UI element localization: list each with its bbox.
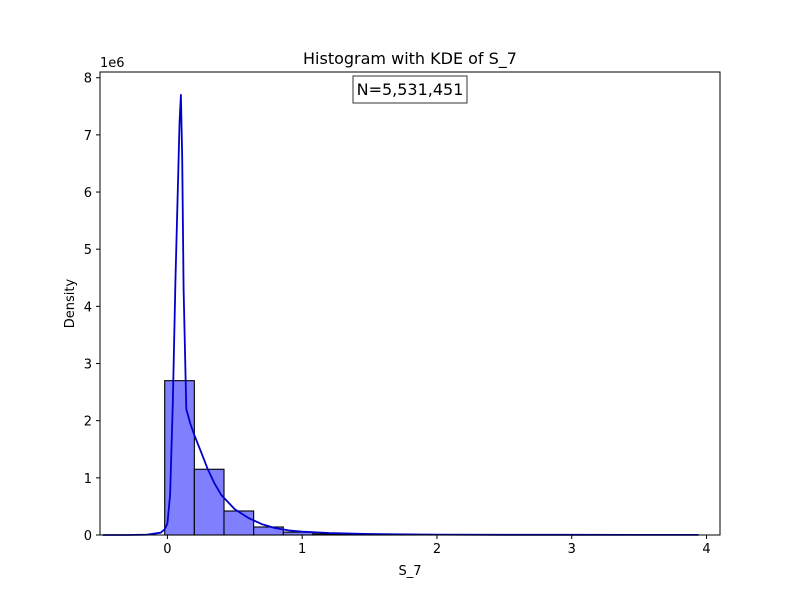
- y-tick-label: 2: [84, 415, 92, 430]
- histogram-bar: [193, 468, 225, 536]
- y-tick-label: 6: [84, 186, 92, 201]
- histogram-bars: [164, 380, 699, 536]
- x-tick-label: 4: [702, 542, 710, 557]
- y-tick-label: 8: [84, 72, 92, 87]
- x-axis-ticks: 0 1 2 3 4: [163, 535, 711, 557]
- x-tick-label: 2: [433, 542, 441, 557]
- y-axis-ticks: 0 1 2 3 4 5 6 7 8: [84, 72, 100, 544]
- y-tick-label: 0: [84, 529, 92, 544]
- x-tick-label: 1: [298, 542, 306, 557]
- histogram-bar: [223, 510, 255, 536]
- y-scale-label: 1e6: [100, 56, 125, 71]
- y-tick-label: 7: [84, 129, 92, 144]
- annotation-text: N=5,531,451: [357, 80, 464, 99]
- sample-size-annotation: N=5,531,451: [352, 75, 468, 104]
- y-tick-label: 3: [84, 358, 92, 373]
- plot-frame: [99, 71, 721, 536]
- x-tick-label: 0: [163, 542, 171, 557]
- y-tick-label: 1: [84, 472, 92, 487]
- annotation-box: [352, 75, 468, 104]
- kde-curve-group: [102, 94, 699, 536]
- x-tick-label: 3: [568, 542, 576, 557]
- y-tick-label: 5: [84, 243, 92, 258]
- y-axis-label: Density: [63, 278, 78, 328]
- x-axis-label: S_7: [398, 564, 421, 579]
- kde-line: [102, 94, 699, 536]
- y-tick-label: 4: [84, 300, 92, 315]
- chart-title: Histogram with KDE of S_7: [303, 49, 517, 69]
